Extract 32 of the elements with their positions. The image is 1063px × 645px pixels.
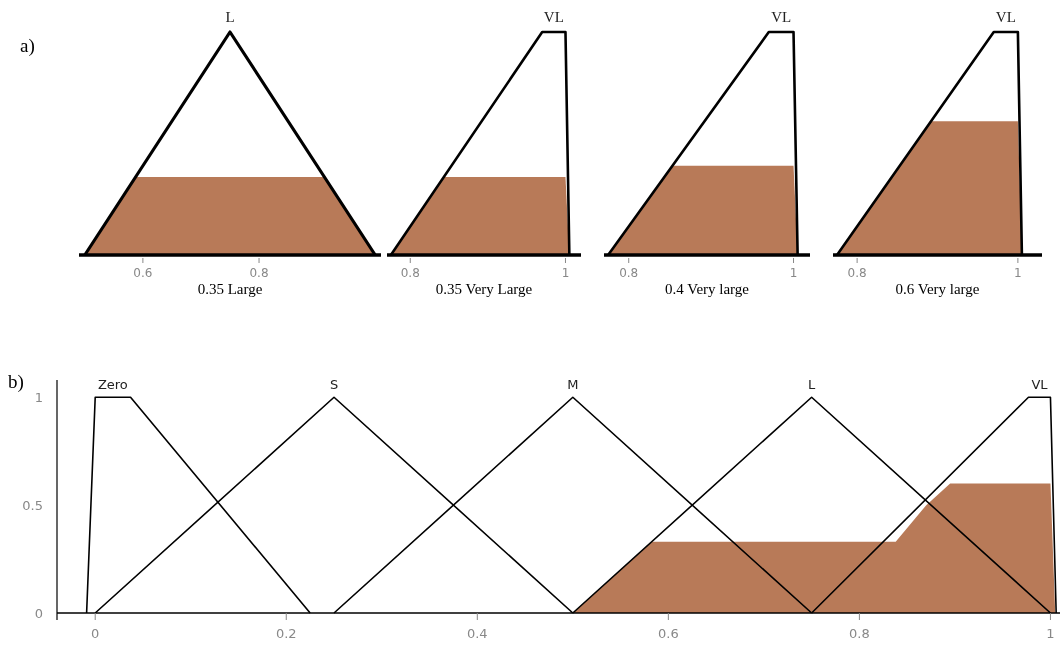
x-axis-title: 0.6 Very large — [895, 281, 980, 297]
x-axis-title: 0.35 Very Large — [435, 281, 533, 297]
series-label: VL — [543, 9, 564, 25]
series-label: VL — [1031, 377, 1049, 393]
x-tick-label: 0.8 — [400, 266, 420, 280]
series-label: VL — [771, 9, 792, 25]
x-tick-label: 0.4 — [466, 626, 488, 641]
x-tick-label: 0.8 — [619, 266, 639, 280]
x-tick-label: 1 — [1014, 266, 1022, 280]
x-tick-label: 0.8 — [849, 626, 870, 641]
x-tick-label: 1 — [789, 266, 798, 280]
x-tick-label: 0.6 — [658, 626, 679, 641]
x-tick-label: 0 — [91, 626, 100, 641]
series-label: S — [329, 377, 339, 393]
x-tick-label: 0.8 — [249, 266, 269, 280]
x-tick-label: 0.8 — [847, 266, 867, 280]
series-label: L — [225, 9, 235, 25]
x-tick-label: 1 — [561, 266, 570, 280]
series-label: Zero — [97, 377, 128, 393]
x-tick-label: 0.2 — [275, 626, 297, 641]
series-label: M — [567, 377, 579, 393]
x-tick-label: 1 — [1046, 626, 1055, 641]
series-label: L — [808, 377, 817, 393]
x-tick-label: 0.6 — [133, 266, 153, 280]
x-axis-title: 0.35 Large — [197, 281, 263, 297]
y-tick-label: 0.5 — [22, 498, 43, 514]
x-axis-title: 0.4 Very large — [664, 281, 750, 297]
y-tick-label: 1 — [34, 390, 43, 406]
y-tick-label: 0 — [34, 606, 43, 621]
series-label: VL — [995, 9, 1016, 25]
text: a) — [20, 35, 35, 57]
text: b) — [8, 371, 24, 393]
